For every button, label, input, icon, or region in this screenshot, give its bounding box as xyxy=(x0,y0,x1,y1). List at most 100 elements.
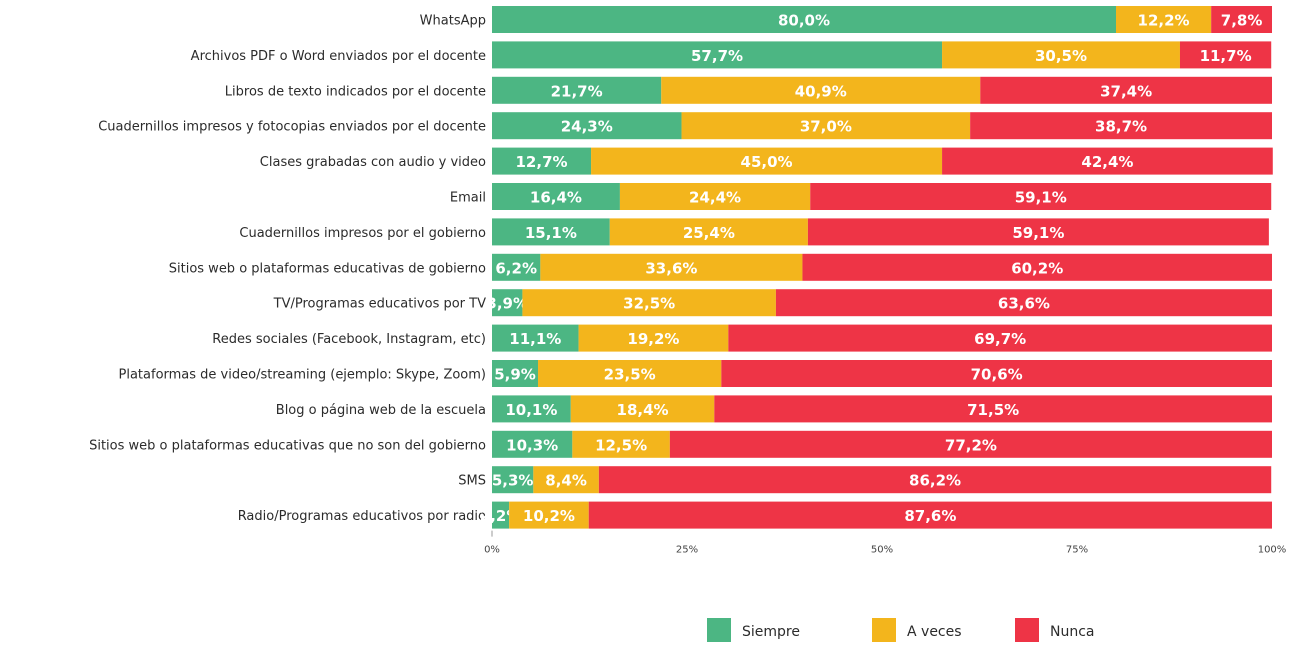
bar-segment-siempre xyxy=(492,324,579,352)
bar-segment-siempre xyxy=(492,147,592,175)
bar-segment-a-veces xyxy=(661,76,981,104)
data-label: 10,1% xyxy=(505,401,557,419)
data-label: 25,4% xyxy=(683,224,735,242)
data-label: 37,0% xyxy=(800,118,852,136)
data-label: 70,6% xyxy=(971,366,1023,384)
category-label: Plataformas de video/streaming (ejemplo:… xyxy=(119,368,486,383)
bar-segment-nunca xyxy=(1179,41,1272,69)
data-label: 30,5% xyxy=(1035,47,1087,65)
category-label: Email xyxy=(450,191,486,206)
data-label: 3,9% xyxy=(486,295,528,313)
bar-segment-a-veces xyxy=(591,147,943,175)
bar-segment-siempre xyxy=(492,430,573,458)
data-label: 7,8% xyxy=(1221,12,1263,30)
bar-segment-a-veces xyxy=(570,395,715,423)
data-label: 12,5% xyxy=(595,436,647,454)
bar-segment-a-veces xyxy=(572,430,670,458)
data-label: 37,4% xyxy=(1100,82,1152,100)
bar-segment-a-veces xyxy=(619,183,811,210)
category-label: Cuadernillos impresos y fotocopias envia… xyxy=(98,120,486,135)
bar-segment-a-veces xyxy=(533,466,599,494)
bar-segment-nunca xyxy=(942,147,1273,175)
data-label: 86,2% xyxy=(909,472,961,490)
bar-segment-nunca xyxy=(810,183,1272,210)
bar-segment-a-veces xyxy=(1116,6,1212,33)
legend-swatch-siempre xyxy=(707,618,731,642)
category-label: TV/Programas educativos por TV xyxy=(273,297,486,312)
bar-segment-a-veces xyxy=(522,289,776,317)
data-label: 8,4% xyxy=(545,472,587,490)
bar-segment-siempre xyxy=(492,253,541,281)
data-label: 10,3% xyxy=(506,436,558,454)
bar-segment-nunca xyxy=(721,360,1272,387)
bar-segment-siempre xyxy=(492,395,571,423)
x-tick-label: 0% xyxy=(484,545,500,556)
bar-segment-a-veces xyxy=(509,501,589,529)
data-label: 60,2% xyxy=(1011,259,1063,277)
data-label: 80,0% xyxy=(778,12,830,30)
category-label: Blog o página web de la escuela xyxy=(276,403,486,418)
legend-swatch-nunca xyxy=(1015,618,1039,642)
bar-segment-nunca xyxy=(1211,6,1272,33)
data-label: 40,9% xyxy=(795,82,847,100)
bar-segment-siempre xyxy=(492,466,534,494)
data-label: 19,2% xyxy=(627,330,679,348)
x-tick-label: 75% xyxy=(1066,545,1088,556)
bar-segment-siempre xyxy=(492,360,539,387)
data-label: 6,2% xyxy=(495,259,537,277)
data-label: 32,5% xyxy=(623,295,675,313)
category-label: Clases grabadas con audio y video xyxy=(260,155,486,170)
x-tick-label: 25% xyxy=(676,545,698,556)
category-label: Sitios web o plataformas educativas de g… xyxy=(169,261,486,276)
data-label: 16,4% xyxy=(530,189,582,207)
data-label: 33,6% xyxy=(645,259,697,277)
data-label: 38,7% xyxy=(1095,118,1147,136)
bar-segment-siempre xyxy=(492,183,620,210)
category-label: Redes sociales (Facebook, Instagram, etc… xyxy=(212,332,486,347)
data-label: 11,1% xyxy=(509,330,561,348)
data-label: 5,3% xyxy=(492,472,534,490)
bar-segment-siempre xyxy=(492,218,610,246)
bar-segment-nunca xyxy=(775,289,1272,317)
data-label: 11,7% xyxy=(1200,47,1252,65)
category-label: Libros de texto indicados por el docente xyxy=(225,84,486,99)
bar-segment-nunca xyxy=(598,466,1272,494)
bar-segment-a-veces xyxy=(538,360,722,387)
bar-segment-siempre xyxy=(492,112,682,140)
data-label: 42,4% xyxy=(1081,153,1133,171)
bar-segment-a-veces xyxy=(681,112,971,140)
data-label: 15,1% xyxy=(525,224,577,242)
bar-segment-nunca xyxy=(714,395,1272,423)
x-tick-label: 50% xyxy=(871,545,893,556)
data-label: 57,7% xyxy=(691,47,743,65)
bar-segment-nunca xyxy=(728,324,1272,352)
data-label: 71,5% xyxy=(967,401,1019,419)
data-label: 23,5% xyxy=(604,366,656,384)
category-label: WhatsApp xyxy=(420,14,486,29)
category-label: Sitios web o plataformas educativas que … xyxy=(89,438,486,453)
data-label: 77,2% xyxy=(945,436,997,454)
bar-segment-siempre xyxy=(492,41,943,69)
bar-segment-nunca xyxy=(970,112,1272,140)
data-label: 59,1% xyxy=(1015,189,1067,207)
data-label: 24,3% xyxy=(561,118,613,136)
data-label: 87,6% xyxy=(904,507,956,525)
bar-segment-nunca xyxy=(980,76,1272,104)
data-label: 12,2% xyxy=(1138,12,1190,30)
data-label: 59,1% xyxy=(1012,224,1064,242)
data-label: 45,0% xyxy=(741,153,793,171)
data-label: 63,6% xyxy=(998,295,1050,313)
bar-segment-a-veces xyxy=(609,218,808,246)
data-label: 5,9% xyxy=(494,366,536,384)
category-label: Radio/Programas educativos por radio xyxy=(238,509,486,524)
bar-segment-siempre xyxy=(492,501,510,529)
x-tick-label: 100% xyxy=(1258,545,1287,556)
bar-segment-nunca xyxy=(669,430,1272,458)
category-label: Archivos PDF o Word enviados por el doce… xyxy=(191,49,486,64)
bar-segment-nunca xyxy=(807,218,1269,246)
bar-segment-siempre xyxy=(492,6,1116,33)
bar-segment-a-veces xyxy=(540,253,803,281)
data-label: 69,7% xyxy=(974,330,1026,348)
data-label: 12,7% xyxy=(516,153,568,171)
